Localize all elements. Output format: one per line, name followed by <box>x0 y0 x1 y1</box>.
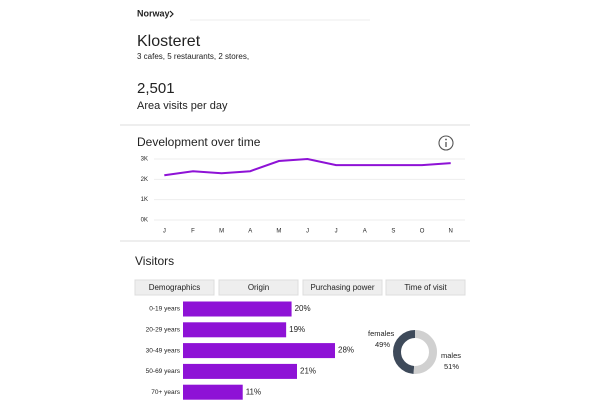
line-series <box>164 157 451 177</box>
y-tick-label: 1K <box>141 197 148 203</box>
bar <box>183 322 287 338</box>
x-tick-label: O <box>420 229 425 235</box>
place-title: Klosteret <box>137 33 201 50</box>
chevron <box>169 10 174 18</box>
tab[interactable] <box>302 279 383 296</box>
category-label: 0-19 years <box>149 306 180 313</box>
stat-value: 2,501 <box>137 80 175 97</box>
x-tick-label: J <box>163 229 166 235</box>
category-label: 20-29 years <box>146 327 181 334</box>
category-label: 70+ years <box>151 389 180 396</box>
value-label: 51% <box>444 362 459 371</box>
y-tick-label: 2K <box>141 177 148 183</box>
value-label: 19% <box>289 325 305 334</box>
value-label: 20% <box>295 304 311 313</box>
x-tick-label: S <box>391 229 395 235</box>
value-label: 11% <box>246 387 261 396</box>
category-label: 30-49 years <box>146 347 181 354</box>
x-tick-label: M <box>276 229 281 235</box>
bar <box>183 301 292 317</box>
donut-segment <box>413 330 437 374</box>
bar <box>183 384 243 400</box>
breadcrumb[interactable]: Norway <box>137 8 170 18</box>
y-tick-label: 3K <box>141 157 148 163</box>
section-title: Development over time <box>137 135 261 149</box>
x-tick-label: M <box>219 229 224 235</box>
tab[interactable] <box>134 279 215 296</box>
bar <box>183 363 297 379</box>
tab-label[interactable]: Demographics <box>149 283 201 292</box>
tab-label[interactable]: Purchasing power <box>310 283 374 292</box>
legend-label: males <box>441 351 461 360</box>
bar <box>183 343 335 359</box>
info-icon[interactable] <box>438 135 454 151</box>
value-label: 49% <box>375 340 390 349</box>
legend-label: females <box>368 329 395 338</box>
x-tick-label: F <box>191 229 195 235</box>
tab-label[interactable]: Time of visit <box>404 283 447 292</box>
place-subtitle: 3 cafes, 5 restaurants, 2 stores, <box>137 52 249 61</box>
x-tick-label: A <box>363 229 367 235</box>
donut-segment <box>393 330 416 374</box>
section-title: Visitors <box>135 254 174 268</box>
tab-label[interactable]: Origin <box>248 283 269 292</box>
x-tick-label: N <box>449 229 453 235</box>
stat-label: Area visits per day <box>137 100 228 112</box>
tab[interactable] <box>385 279 466 296</box>
value-label: 21% <box>300 367 316 376</box>
info-circle <box>438 135 454 151</box>
info-dot <box>445 138 447 141</box>
x-tick-label: A <box>248 229 252 235</box>
x-tick-label: J <box>306 229 309 235</box>
category-label: 50-69 years <box>146 368 181 375</box>
x-tick-label: J <box>335 229 338 235</box>
tab[interactable] <box>218 279 299 296</box>
y-tick-label: 0K <box>141 218 148 224</box>
value-label: 28% <box>338 346 354 355</box>
